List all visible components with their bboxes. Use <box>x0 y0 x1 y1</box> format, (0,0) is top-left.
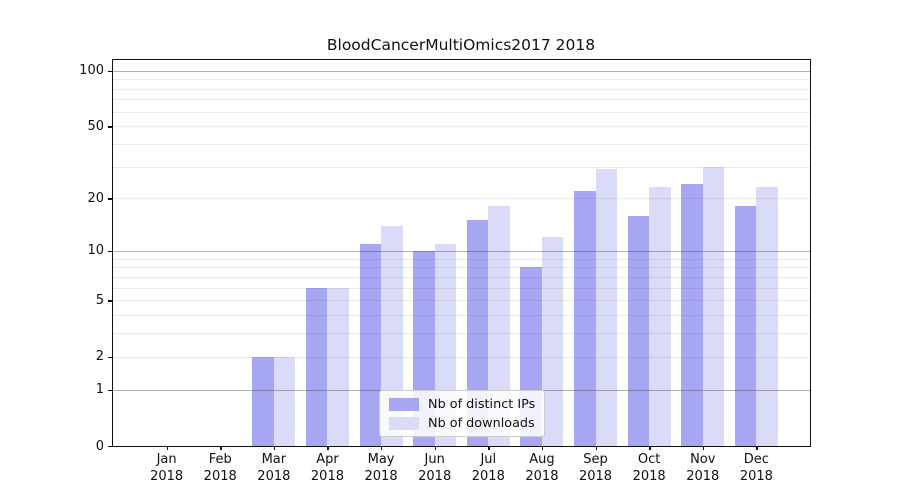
legend: Nb of distinct IPs Nb of downloads <box>379 390 545 437</box>
x-axis-tick-label: Nov 2018 <box>668 452 738 485</box>
x-axis-tick-label: Jul 2018 <box>453 452 523 485</box>
y-axis-tick-label: 20 <box>87 190 104 206</box>
y-axis-tick <box>108 250 112 253</box>
x-axis-tick-label: Jan 2018 <box>132 452 202 485</box>
x-axis-tick <box>220 446 222 450</box>
x-axis-tick-label: Apr 2018 <box>292 452 362 485</box>
y-axis-tick-label: 10 <box>87 243 104 259</box>
y-axis-tick-label: 2 <box>95 349 104 365</box>
bar <box>273 356 296 446</box>
x-axis-tick <box>595 446 597 450</box>
y-axis-tick <box>108 198 112 200</box>
x-axis-tick-label: Oct 2018 <box>614 452 684 485</box>
month-label: Jul <box>480 452 497 467</box>
x-axis-tick <box>702 446 705 450</box>
major-gridline <box>113 70 810 72</box>
x-axis-tick-label: Aug 2018 <box>507 452 577 485</box>
month-label: May <box>367 452 395 467</box>
month-label: Aug <box>529 452 555 467</box>
minor-gridline <box>113 99 810 101</box>
month-label: Jan <box>156 452 177 467</box>
year-label: 2018 <box>310 468 344 484</box>
month-label: Mar <box>261 452 287 467</box>
y-axis-tick-label: 1 <box>95 382 104 398</box>
y-axis-tick-label: 5 <box>95 292 104 308</box>
x-axis-tick <box>488 446 490 450</box>
x-axis-tick <box>649 446 651 450</box>
bar <box>252 356 274 446</box>
y-axis-tick-label: 50 <box>87 118 104 134</box>
year-label: 2018 <box>632 468 666 484</box>
bar <box>541 237 564 446</box>
year-label: 2018 <box>578 468 613 484</box>
year-label: 2018 <box>418 468 452 484</box>
month-label: Nov <box>690 452 716 467</box>
year-label: 2018 <box>364 468 398 484</box>
legend-label: Nb of distinct IPs <box>428 396 536 412</box>
x-axis-tick <box>381 446 383 450</box>
x-axis-tick-label: Mar 2018 <box>239 452 309 485</box>
x-axis-tick-label: Feb 2018 <box>185 452 255 485</box>
bar <box>488 206 510 446</box>
x-axis-tick <box>166 446 168 450</box>
bar <box>756 187 778 446</box>
month-label: Oct <box>637 452 661 467</box>
month-label: Sep <box>583 452 608 467</box>
legend-entry: Nb of distinct IPs <box>389 397 544 412</box>
legend-swatch <box>389 397 419 411</box>
bar <box>734 206 757 446</box>
y-axis-tick <box>108 126 112 128</box>
bar <box>574 190 596 446</box>
x-axis-tick <box>756 446 758 450</box>
minor-gridline <box>113 79 810 81</box>
legend-swatch <box>389 416 419 430</box>
month-label: Jun <box>424 452 445 467</box>
year-label: 2018 <box>257 468 291 484</box>
x-axis-tick <box>273 446 276 450</box>
year-label: 2018 <box>525 468 559 484</box>
chart-title: BloodCancerMultiOmics2017 2018 <box>326 36 596 54</box>
bar <box>595 169 618 446</box>
x-axis-tick-label: Jun 2018 <box>400 452 470 485</box>
plot-area <box>112 59 811 447</box>
x-axis-tick-label: Sep 2018 <box>561 452 631 485</box>
year-label: 2018 <box>150 468 184 484</box>
y-axis-tick-label: 100 <box>79 63 104 79</box>
legend-entry: Nb of downloads <box>389 416 544 431</box>
bar <box>681 184 703 446</box>
minor-gridline <box>113 88 810 90</box>
x-axis-tick <box>541 446 544 450</box>
bar <box>327 287 349 446</box>
y-axis-tick <box>108 356 112 359</box>
bar <box>466 220 489 446</box>
bar <box>359 243 382 446</box>
x-axis-tick-label: Dec 2018 <box>721 452 791 485</box>
y-axis-tick <box>108 389 112 391</box>
x-axis-tick <box>434 446 437 450</box>
y-axis-tick <box>108 300 112 302</box>
year-label: 2018 <box>203 468 237 484</box>
bar <box>627 215 650 446</box>
minor-gridline <box>113 126 810 128</box>
minor-gridline <box>113 111 810 113</box>
y-axis-tick-label: 0 <box>95 438 104 454</box>
month-label: Apr <box>316 452 339 467</box>
year-label: 2018 <box>471 468 505 484</box>
minor-gridline <box>113 143 810 145</box>
x-axis-tick-label: May 2018 <box>346 452 416 485</box>
bar <box>649 187 671 446</box>
bar <box>702 166 725 446</box>
legend-label: Nb of downloads <box>428 415 535 431</box>
x-axis-tick <box>327 446 329 450</box>
y-axis-tick <box>108 70 112 72</box>
year-label: 2018 <box>686 468 720 484</box>
year-label: 2018 <box>739 468 773 484</box>
month-label: Feb <box>208 452 232 467</box>
y-axis-tick <box>108 446 112 448</box>
bar <box>305 287 328 446</box>
month-label: Dec <box>743 452 769 467</box>
